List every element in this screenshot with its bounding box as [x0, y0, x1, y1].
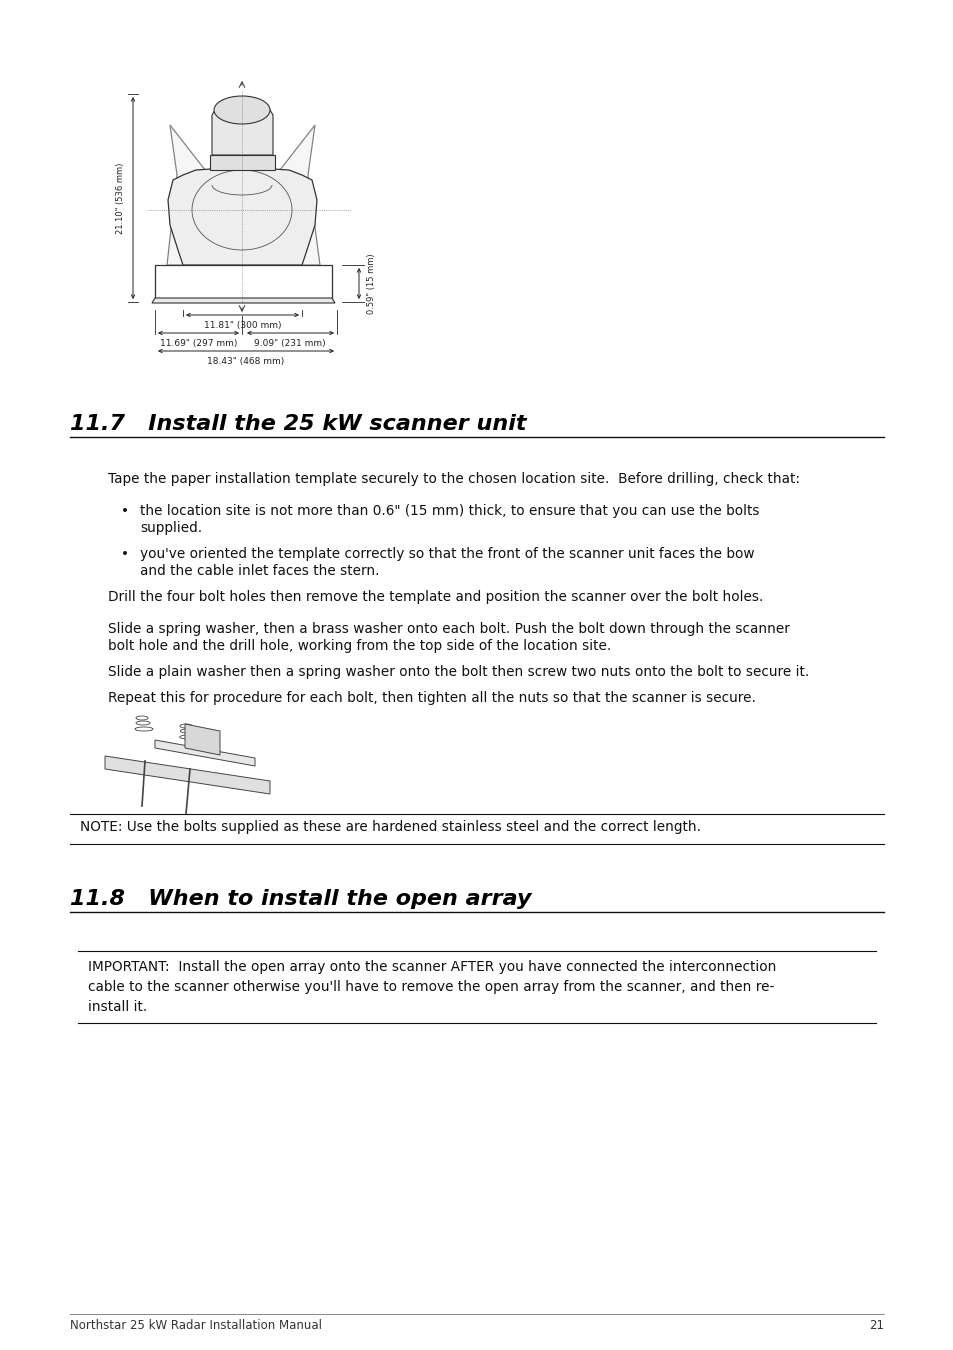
Polygon shape — [152, 298, 335, 302]
Text: Drill the four bolt holes then remove the template and position the scanner over: Drill the four bolt holes then remove th… — [108, 590, 762, 603]
Polygon shape — [210, 155, 274, 170]
Text: NOTE: Use the bolts supplied as these are hardened stainless steel and the corre: NOTE: Use the bolts supplied as these ar… — [80, 819, 700, 834]
Polygon shape — [185, 724, 220, 755]
Text: Tape the paper installation template securely to the chosen location site.  Befo: Tape the paper installation template sec… — [108, 472, 800, 486]
Polygon shape — [105, 756, 270, 794]
Text: 11.8   When to install the open array: 11.8 When to install the open array — [70, 890, 531, 909]
Polygon shape — [167, 109, 319, 265]
Text: Repeat this for procedure for each bolt, then tighten all the nuts so that the s: Repeat this for procedure for each bolt,… — [108, 691, 755, 705]
Polygon shape — [154, 740, 254, 765]
Text: bolt hole and the drill hole, working from the top side of the location site.: bolt hole and the drill hole, working fr… — [108, 639, 611, 653]
Text: 11.81" (300 mm): 11.81" (300 mm) — [204, 321, 281, 329]
Ellipse shape — [213, 96, 270, 124]
Text: •: • — [121, 547, 129, 562]
Text: 21.10" (536 mm): 21.10" (536 mm) — [116, 162, 125, 234]
Text: and the cable inlet faces the stern.: and the cable inlet faces the stern. — [140, 564, 379, 578]
Text: Slide a spring washer, then a brass washer onto each bolt. Push the bolt down th: Slide a spring washer, then a brass wash… — [108, 622, 789, 636]
Text: 11.7   Install the 25 kW scanner unit: 11.7 Install the 25 kW scanner unit — [70, 414, 526, 433]
Text: 21: 21 — [868, 1319, 883, 1332]
Text: 11.69" (297 mm): 11.69" (297 mm) — [160, 339, 237, 348]
Text: 9.09" (231 mm): 9.09" (231 mm) — [253, 339, 325, 348]
Text: 0.59" (15 mm): 0.59" (15 mm) — [367, 254, 375, 313]
Text: you've oriented the template correctly so that the front of the scanner unit fac: you've oriented the template correctly s… — [140, 547, 754, 562]
Text: the location site is not more than 0.6" (15 mm) thick, to ensure that you can us: the location site is not more than 0.6" … — [140, 504, 759, 518]
Text: 18.43" (468 mm): 18.43" (468 mm) — [207, 356, 284, 366]
Text: Slide a plain washer then a spring washer onto the bolt then screw two nuts onto: Slide a plain washer then a spring washe… — [108, 666, 808, 679]
Text: IMPORTANT:  Install the open array onto the scanner AFTER you have connected the: IMPORTANT: Install the open array onto t… — [88, 960, 776, 1014]
Text: supplied.: supplied. — [140, 521, 202, 535]
Polygon shape — [212, 109, 273, 155]
Polygon shape — [168, 167, 316, 265]
Text: •: • — [121, 504, 129, 518]
Text: Northstar 25 kW Radar Installation Manual: Northstar 25 kW Radar Installation Manua… — [70, 1319, 322, 1332]
